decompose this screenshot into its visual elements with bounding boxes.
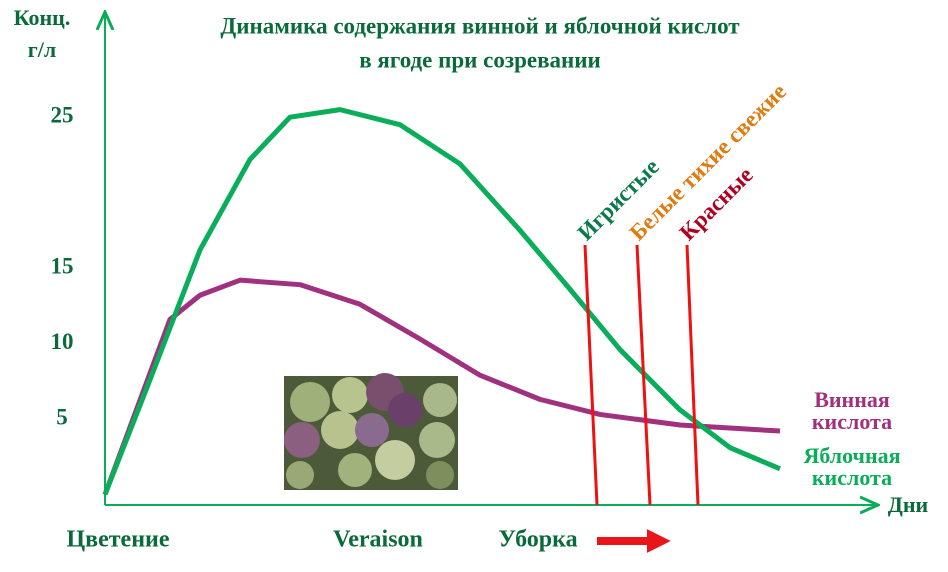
y-tick-label: 5: [56, 404, 68, 429]
x-stage-label: Цветение: [66, 527, 169, 553]
chart-title: Динамика содержания винной и яблочной ки…: [220, 13, 740, 38]
legend-label: кислота: [812, 409, 892, 434]
x-stage-label: Уборка: [498, 527, 577, 553]
series-line: [102, 107, 781, 496]
grape-photo: [284, 373, 458, 490]
legend-label: Винная: [814, 387, 890, 412]
y-tick-label: 25: [51, 102, 74, 127]
y-tick-label: 15: [51, 253, 74, 278]
x-axis-label: Дни: [888, 492, 929, 517]
legend-label: Яблочная: [803, 443, 900, 468]
legend-label: кислота: [812, 465, 892, 490]
y-tick-label: 10: [51, 329, 74, 354]
harvest-line: [583, 244, 599, 506]
harvest-line: [635, 244, 652, 506]
chart-title: в ягоде при созревании: [359, 47, 601, 72]
series-line: [102, 277, 781, 496]
y-axis-label: Конц.: [14, 5, 71, 30]
harvest-line: [685, 244, 700, 506]
harvest-arrow: [597, 529, 671, 553]
x-stage-label: Veraison: [333, 527, 423, 553]
y-axis-label: г/л: [28, 37, 56, 62]
